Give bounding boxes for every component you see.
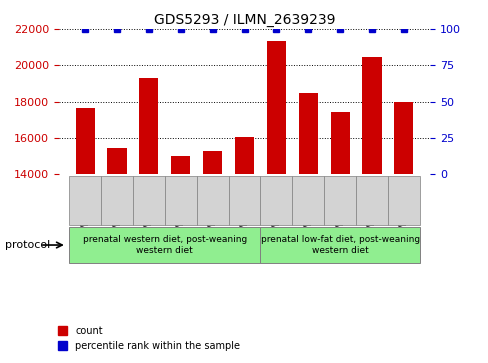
Bar: [393, 102, 412, 363]
Bar: [330, 111, 349, 363]
Text: protocol: protocol: [5, 240, 50, 250]
Bar: [298, 93, 317, 363]
Bar: [234, 137, 254, 363]
Bar: [362, 57, 381, 363]
Title: GDS5293 / ILMN_2639239: GDS5293 / ILMN_2639239: [153, 13, 335, 26]
Bar: [107, 148, 126, 363]
Bar: [171, 156, 190, 363]
Text: prenatal low-fat diet, post-weaning
western diet: prenatal low-fat diet, post-weaning west…: [260, 235, 419, 255]
Bar: [266, 41, 285, 363]
Bar: [203, 151, 222, 363]
Bar: [139, 78, 158, 363]
Text: prenatal western diet, post-weaning
western diet: prenatal western diet, post-weaning west…: [82, 235, 246, 255]
Bar: [76, 108, 95, 363]
Legend: count, percentile rank within the sample: count, percentile rank within the sample: [54, 322, 244, 355]
